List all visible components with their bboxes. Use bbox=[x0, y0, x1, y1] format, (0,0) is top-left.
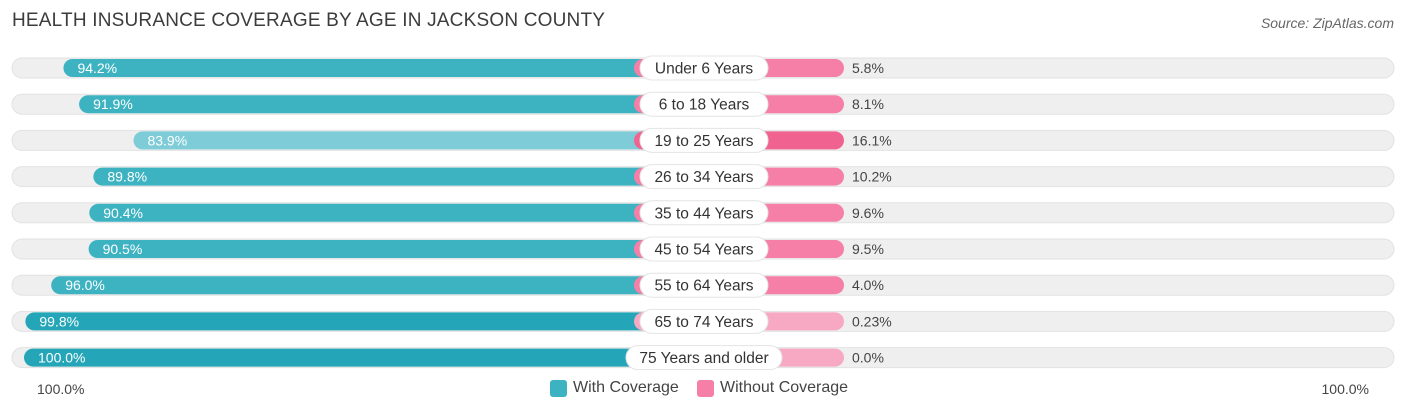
source-label: Source: ZipAtlas.com bbox=[1260, 15, 1394, 31]
chart-title: HEALTH INSURANCE COVERAGE BY AGE IN JACK… bbox=[12, 10, 606, 31]
label-without-coverage-65-to-74-years: 0.23% bbox=[852, 313, 892, 329]
category-pill-26-to-34-years bbox=[639, 164, 769, 190]
category-pill-19-to-25-years bbox=[639, 127, 769, 153]
label-with-coverage-26-to-34-years: 89.8% bbox=[107, 169, 147, 185]
category-label-6-to-18-years: 6 to 18 Years bbox=[659, 97, 750, 114]
category-pill-35-to-44-years bbox=[639, 200, 769, 226]
category-label-19-to-25-years: 19 to 25 Years bbox=[654, 133, 753, 150]
label-without-coverage-6-to-18-years: 8.1% bbox=[852, 96, 884, 112]
label-with-coverage-45-to-54-years: 90.5% bbox=[103, 241, 143, 257]
label-without-coverage-26-to-34-years: 10.2% bbox=[852, 169, 892, 185]
category-pill-6-to-18-years bbox=[639, 91, 769, 117]
category-label-45-to-54-years: 45 to 54 Years bbox=[654, 242, 753, 259]
bar-with-coverage-75-years-and-older bbox=[24, 348, 704, 367]
label-without-coverage-75-years-and-older: 0.0% bbox=[852, 350, 884, 366]
category-label-65-to-74-years: 65 to 74 Years bbox=[654, 314, 753, 331]
legend-label-without-coverage: Without Coverage bbox=[720, 379, 849, 396]
axis-left-label: 100.0% bbox=[37, 381, 85, 397]
bar-with-coverage-under-6-years bbox=[63, 59, 704, 77]
category-label-75-years-and-older: 75 Years and older bbox=[639, 350, 768, 367]
label-without-coverage-45-to-54-years: 9.5% bbox=[852, 241, 884, 257]
label-with-coverage-6-to-18-years: 91.9% bbox=[93, 96, 133, 112]
category-label-35-to-44-years: 35 to 44 Years bbox=[654, 205, 753, 222]
legend-item-with-coverage[interactable]: With Coverage bbox=[550, 379, 679, 397]
label-without-coverage-19-to-25-years: 16.1% bbox=[852, 132, 892, 148]
legend-label-with-coverage: With Coverage bbox=[573, 379, 679, 396]
axis-right-label: 100.0% bbox=[1321, 381, 1369, 397]
label-with-coverage-35-to-44-years: 90.4% bbox=[103, 205, 143, 221]
category-pill-45-to-54-years bbox=[639, 236, 769, 262]
legend-swatch-with-coverage bbox=[550, 379, 567, 397]
label-without-coverage-35-to-44-years: 9.6% bbox=[852, 205, 884, 221]
legend-item-without-coverage[interactable]: Without Coverage bbox=[697, 379, 848, 397]
bar-with-coverage-45-to-54-years bbox=[88, 240, 705, 258]
category-pill-under-6-years bbox=[639, 55, 769, 81]
bar-with-coverage-26-to-34-years bbox=[93, 167, 705, 186]
bar-with-coverage-65-to-74-years bbox=[25, 312, 705, 331]
bar-with-coverage-19-to-25-years bbox=[133, 131, 705, 150]
category-pill-75-years-and-older bbox=[625, 345, 783, 371]
label-without-coverage-under-6-years: 5.8% bbox=[852, 60, 884, 76]
category-pill-65-to-74-years bbox=[639, 308, 769, 334]
bar-with-coverage-55-to-64-years bbox=[51, 276, 704, 295]
label-with-coverage-65-to-74-years: 99.8% bbox=[39, 313, 79, 329]
category-label-55-to-64-years: 55 to 64 Years bbox=[654, 278, 753, 295]
label-without-coverage-55-to-64-years: 4.0% bbox=[852, 277, 884, 293]
bar-with-coverage-6-to-18-years bbox=[79, 95, 704, 114]
bar-chart: 94.2% Under 6 Years 5.8% 91.9% 6 to 18 Years… bbox=[11, 55, 1395, 371]
label-with-coverage-55-to-64-years: 96.0% bbox=[65, 277, 105, 293]
category-label-under-6-years: Under 6 Years bbox=[655, 61, 753, 78]
label-with-coverage-75-years-and-older: 100.0% bbox=[38, 350, 85, 366]
category-label-26-to-34-years: 26 to 34 Years bbox=[654, 169, 753, 186]
legend-swatch-without-coverage bbox=[697, 379, 714, 397]
category-pill-55-to-64-years bbox=[639, 272, 769, 298]
label-with-coverage-under-6-years: 94.2% bbox=[77, 60, 117, 76]
label-with-coverage-19-to-25-years: 83.9% bbox=[147, 132, 187, 148]
bar-with-coverage-35-to-44-years bbox=[89, 203, 704, 222]
legend: With Coverage Without Coverage bbox=[0, 379, 1406, 401]
